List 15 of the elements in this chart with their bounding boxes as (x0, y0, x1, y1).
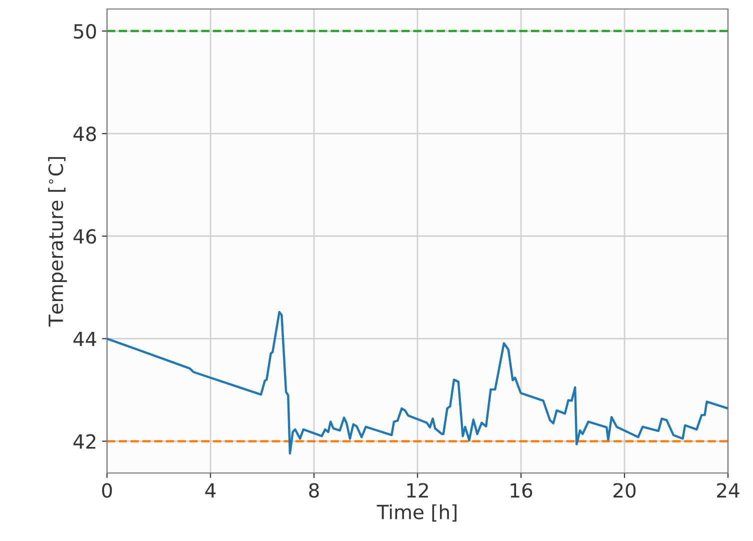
x-tick-label: 4 (205, 483, 216, 498)
y-axis-title: Temperature [$^{∘}$C] (48, 157, 67, 327)
x-tick-label: 24 (717, 483, 740, 498)
x-tick-label: 0 (102, 483, 112, 498)
x-axis-title: Time [h] (376, 504, 456, 522)
x-tick-label: 12 (407, 483, 428, 498)
y-tick-label: 42 (73, 434, 96, 449)
y-tick-label: 44 (73, 332, 96, 346)
x-tick-label: 8 (309, 483, 319, 498)
y-tick-label: 50 (74, 24, 96, 39)
x-tick-label: 20 (614, 483, 636, 498)
y-tick-label: 46 (73, 229, 96, 244)
line-series (107, 310, 728, 455)
y-tick-label: 48 (73, 126, 96, 142)
x-tick-label: 16 (510, 483, 532, 498)
